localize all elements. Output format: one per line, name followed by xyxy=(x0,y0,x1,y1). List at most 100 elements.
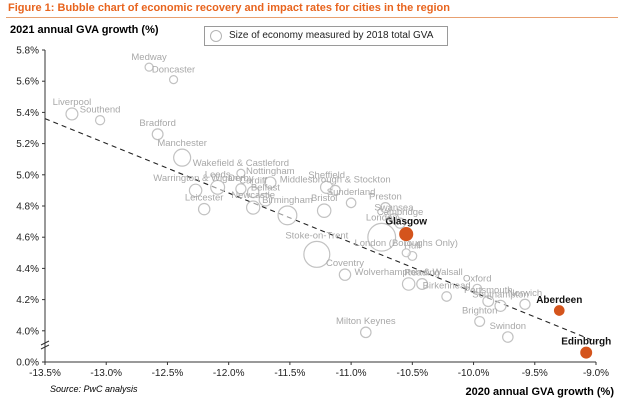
x-tick-label: -9.5% xyxy=(522,368,548,379)
bubble-derby xyxy=(235,183,247,195)
bubble-stoke-on-trent xyxy=(303,240,331,268)
bubble-brighton xyxy=(474,315,486,327)
bubble-label: Stoke-on-Trent xyxy=(285,230,348,241)
bubble-leicester xyxy=(197,202,211,216)
bubble-label: Warrington & Wigan xyxy=(153,173,238,184)
x-tick-label: -10.5% xyxy=(396,368,428,379)
y-tick-label: 5.6% xyxy=(16,77,39,88)
bubble-label: Wakefield & Castleford xyxy=(193,158,289,169)
bubble-label: Leicester xyxy=(185,192,224,203)
bubble-label: Edinburgh xyxy=(561,336,611,347)
bubble-coventry xyxy=(338,268,352,281)
bubble-preston xyxy=(379,202,391,214)
bubble-label: Portsmouth xyxy=(464,285,513,296)
bubble-label: Southampton xyxy=(472,289,529,300)
bubble-glasgow xyxy=(399,227,414,242)
bubble-label: Derby xyxy=(228,173,254,184)
bubble-label: Preston xyxy=(369,192,402,203)
bubble-middlesbrough-stockton xyxy=(329,184,341,197)
y-tick-label: 4.4% xyxy=(16,264,39,275)
source-note: Source: PwC analysis xyxy=(50,384,138,394)
y-tick-label: 4.0% xyxy=(16,326,39,337)
bubble-label: Middlesbrough & Stockton xyxy=(280,174,391,185)
bubble-label: Belfast xyxy=(251,183,280,194)
bubble-london-boroughs-only xyxy=(401,248,411,258)
bubble-wakefield-castleford xyxy=(236,168,246,178)
bubble-oxford xyxy=(472,283,483,294)
x-tick-label: -13.0% xyxy=(90,368,122,379)
figure-title: Figure 1: Bubble chart of economic recov… xyxy=(8,2,450,14)
bubble-swindon xyxy=(502,331,514,343)
x-tick-label: -10.0% xyxy=(458,368,490,379)
bubble-belfast xyxy=(258,192,273,207)
bubble-warrington-wigan xyxy=(188,183,203,198)
bubble-label: Medway xyxy=(131,52,167,63)
bubble-edinburgh xyxy=(580,346,593,359)
bubble-label: Oxford xyxy=(463,273,492,284)
chart-legend: Size of economy measured by 2018 total G… xyxy=(204,26,448,46)
x-tick-label: -11.5% xyxy=(274,368,305,379)
bubble-doncaster xyxy=(168,75,179,85)
bubble-label: Cardiff xyxy=(239,175,267,186)
bubble-nottingham xyxy=(264,176,277,189)
bubble-sunderland xyxy=(345,197,357,209)
bubble-label: Swindon xyxy=(490,321,526,332)
x-tick-label: -12.0% xyxy=(213,368,245,379)
bubble-label: Swansea xyxy=(374,203,414,214)
bubble-bradford xyxy=(151,128,164,141)
y-tick-label: 4.6% xyxy=(16,233,39,244)
bubble-label: Leeds xyxy=(205,169,231,180)
bubble-label: Sheffield xyxy=(308,170,345,181)
bubble-wolverhampton-walsall xyxy=(401,277,416,291)
bubble-label: Brighton xyxy=(462,306,497,317)
bubble-label: Cambridge xyxy=(377,207,423,218)
y-tick-label: 5.8% xyxy=(16,46,39,57)
bubble-reading xyxy=(416,278,429,290)
x-tick-label: -13.5% xyxy=(29,368,61,379)
bubble-label: Hull xyxy=(404,241,420,252)
bubble-portsmouth xyxy=(482,295,495,308)
bubble-birkenhead xyxy=(441,291,452,302)
bubble-label: Bristol xyxy=(311,193,337,204)
bubble-label: Liverpool xyxy=(53,97,92,108)
bubble-liverpool xyxy=(65,107,79,121)
bubble-label: Birkenhead xyxy=(423,281,471,292)
y-tick-label: 4.8% xyxy=(16,202,39,213)
x-tick-label: -9.0% xyxy=(583,368,609,379)
bubble-label: Bradford xyxy=(139,118,175,129)
y-tick-label: 5.4% xyxy=(16,108,39,119)
bubble-southend xyxy=(94,115,106,126)
bubble-southampton xyxy=(494,299,507,312)
bubble-milton-keynes xyxy=(359,326,372,339)
x-axis-label: 2020 annual GVA growth (%) xyxy=(465,386,614,398)
bubble-medway xyxy=(144,62,154,72)
bubble-label: Norwich xyxy=(508,288,542,299)
bubble-norwich xyxy=(519,298,531,310)
x-tick-label: -11.0% xyxy=(336,368,367,379)
bubble-newcastle xyxy=(245,200,261,215)
bubble-label: London xyxy=(366,212,398,223)
x-tick-label: -12.5% xyxy=(152,368,184,379)
bubble-cardiff xyxy=(246,185,260,199)
bubble-label: Sunderland xyxy=(327,187,376,198)
y-tick-label: 5.2% xyxy=(16,139,39,150)
bubble-label: Milton Keynes xyxy=(336,316,396,327)
bubble-label: Reading xyxy=(404,268,439,279)
bubble-swansea xyxy=(388,213,400,224)
y-tick-label: 5.0% xyxy=(16,170,39,181)
bubble-label: Wolverhampton & Walsall xyxy=(355,267,463,278)
bubble-label: Nottingham xyxy=(246,166,295,177)
y-axis-label: 2021 annual GVA growth (%) xyxy=(10,24,159,36)
bubble-label: Aberdeen xyxy=(536,295,582,306)
y-tick-label: 0.0% xyxy=(16,358,39,369)
title-divider xyxy=(6,17,618,18)
legend-bubble-icon xyxy=(210,30,222,42)
bubble-bristol xyxy=(316,203,332,218)
bubble-label: Doncaster xyxy=(152,65,195,76)
y-tick-label: 4.2% xyxy=(16,295,39,306)
bubble-label: Newcastle xyxy=(231,190,275,201)
bubble-label: Southend xyxy=(80,105,121,116)
bubble-label: Manchester xyxy=(157,138,207,149)
bubble-manchester xyxy=(173,148,192,167)
